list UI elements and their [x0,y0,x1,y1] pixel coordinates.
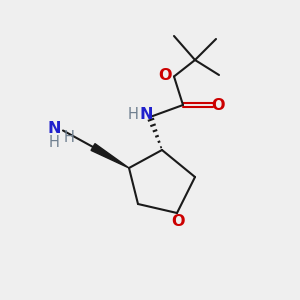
Text: N: N [47,121,61,136]
Text: O: O [212,98,225,112]
Polygon shape [91,144,129,168]
Text: N: N [140,106,153,122]
Text: H: H [64,130,74,146]
Text: O: O [171,214,184,229]
Text: H: H [49,135,59,150]
Text: H: H [128,106,139,122]
Text: O: O [158,68,172,82]
